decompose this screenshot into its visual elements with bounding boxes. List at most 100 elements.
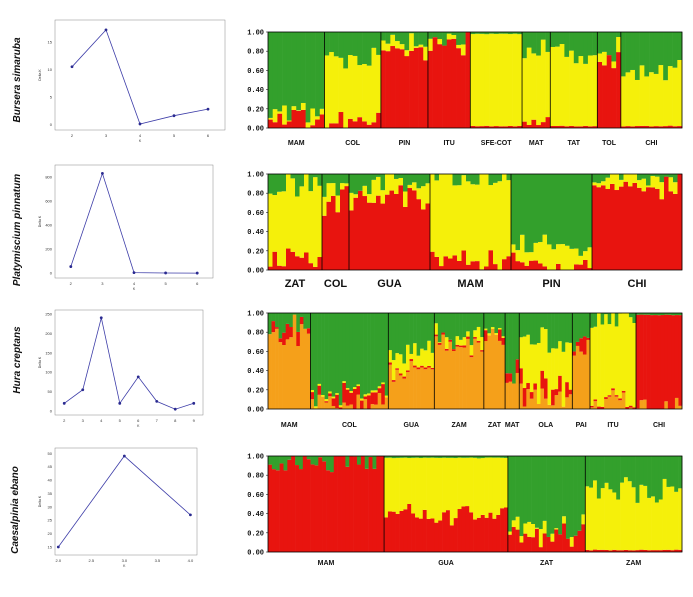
population-label: MAM [288, 140, 305, 147]
structure-bar-segment [451, 38, 457, 129]
structure-bar-segment [317, 174, 323, 186]
structure-bar-segment [413, 313, 417, 344]
structure-bar-segment [608, 456, 613, 490]
structure-bar-segment [430, 174, 435, 252]
structure-bar-segment [437, 344, 442, 409]
structure-bar-segment [345, 466, 350, 552]
structure-bar-segment [399, 457, 404, 511]
structure-bar-segment [554, 32, 560, 47]
structure-bar-segment [659, 182, 665, 200]
structure-bar-segment [279, 456, 284, 464]
structure-bar-segment [616, 550, 621, 552]
structure-bar-segment [634, 32, 640, 80]
structure-bar-segment [271, 332, 276, 409]
structure-bar-segment [625, 313, 630, 407]
structure-bar-segment [277, 113, 283, 128]
structure-bar-segment [677, 59, 683, 127]
structure-bar-segment [438, 520, 443, 552]
y-tick-label: 0.40 [247, 368, 264, 376]
structure-bar-segment [374, 404, 378, 409]
structure-bar-segment [582, 354, 587, 409]
structure-bar-segment [600, 456, 605, 489]
structure-bar-segment [409, 313, 414, 354]
structure-bar-segment [579, 313, 584, 339]
structure-bar-segment [668, 177, 674, 192]
data-point [206, 107, 210, 111]
structure-bar-segment [344, 174, 350, 184]
structure-bar-segment [565, 245, 570, 270]
structure-bar-segment [376, 112, 382, 128]
structure-bar-segment [621, 313, 626, 391]
structure-bar-segment [573, 456, 578, 536]
structure-bar-segment [412, 182, 417, 191]
structure-bar-segment [492, 518, 497, 552]
structure-bar-segment [434, 522, 439, 552]
structure-bar-segment [558, 456, 563, 535]
structure-bar-segment [575, 313, 580, 342]
structure-bar-segment [531, 524, 536, 538]
y-tick-label: 0.40 [247, 229, 264, 237]
data-point [104, 28, 108, 32]
structure-bar-segment [451, 35, 457, 39]
data-point [62, 401, 66, 405]
structure-bar-segment [357, 65, 363, 118]
structure-bar-segment [618, 400, 623, 409]
structure-bar-segment [384, 395, 389, 398]
structure-bar-segment [403, 174, 408, 192]
y-tick-label: 0.00 [247, 407, 264, 415]
structure-bar-segment [345, 405, 350, 409]
structure-bar-segment [356, 386, 361, 395]
structure-bar-segment [592, 182, 597, 186]
structure-bar-segment [558, 391, 562, 409]
structure-bar-segment [483, 330, 488, 342]
structure-bar-segment [423, 350, 428, 368]
structure-bar-segment [649, 126, 655, 128]
structure-bar-segment [430, 518, 435, 552]
structure-bar-segment [381, 404, 386, 409]
structure-bar-segment [587, 32, 593, 56]
data-point [81, 388, 85, 392]
structure-bar-segment [659, 199, 665, 270]
structure-bar-segment [313, 177, 318, 267]
structure-bar-segment [542, 456, 547, 521]
y-tick-label: 1.00 [247, 30, 264, 38]
structure-bar-segment [565, 174, 570, 246]
structure-bar-segment [423, 46, 429, 61]
structure-bar-segment [360, 456, 366, 552]
structure-bar-segment [299, 174, 305, 187]
structure-bar-segment [364, 456, 369, 469]
structure-bar-segment [356, 313, 361, 385]
structure-bar-segment [423, 313, 428, 351]
structure-bar-segment [319, 32, 325, 109]
structure-bar-segment [551, 389, 555, 406]
structure-bar-segment [345, 456, 350, 467]
structure-bar-segment [283, 456, 288, 471]
structure-bar-segment [434, 256, 440, 270]
structure-bar-segment [448, 258, 453, 270]
structure-bar-segment [547, 352, 552, 405]
structure-bar-segment [308, 174, 314, 192]
structure-bar-segment [666, 456, 671, 487]
structure-bar-segment [282, 32, 288, 106]
structure-bar-segment [606, 55, 612, 129]
structure-bar-segment [395, 369, 400, 409]
structure-bar-segment [395, 313, 400, 354]
structure-bar-segment [391, 313, 396, 361]
y-tick-label: 100 [45, 370, 52, 375]
structure-bar-segment [427, 365, 432, 368]
structure-bar-segment [590, 327, 594, 406]
structure-bar-segment [538, 547, 544, 552]
structure-bar-segment [558, 534, 563, 552]
structure-bar-segment [632, 182, 638, 270]
population-label: GUA [438, 560, 454, 567]
delta-k-plot-2: 2 3 4 5 6 0 200 400 600 800 K Delta K [38, 164, 214, 291]
structure-bar-segment [289, 313, 294, 328]
structure-bar-segment [328, 313, 332, 392]
structure-bar-segment [459, 339, 463, 346]
structure-bar-segment [403, 191, 408, 207]
structure-bar-segment [416, 174, 422, 189]
structure-bar-segment [434, 323, 439, 335]
y-tick-label: 0.80 [247, 330, 264, 338]
structure-bar-segment [643, 399, 647, 409]
structure-bar-segment [357, 117, 363, 128]
